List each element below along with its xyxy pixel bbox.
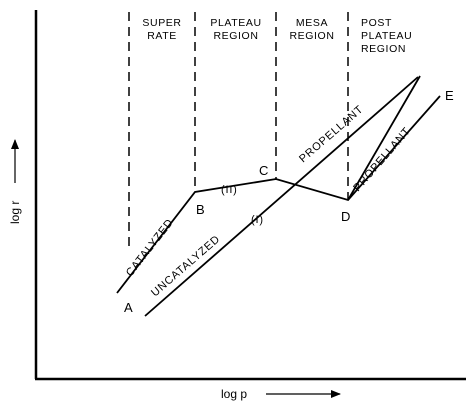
label-propellant-lower: PROPELLANT [351, 125, 413, 194]
curve-labels: CATALYZED UNCATALYZED PROPELLANT PROPELL… [124, 103, 413, 299]
label-segment-i: (I) [251, 214, 264, 226]
region-post-plateau-line3: REGION [361, 43, 406, 55]
y-axis-label: log r [8, 201, 22, 224]
x-axis-label: log p [221, 387, 247, 401]
point-e: E [445, 88, 454, 103]
region-labels: SUPER RATE PLATEAU REGION MESA REGION PO… [142, 17, 412, 55]
region-plateau-line1: PLATEAU [210, 17, 261, 29]
axes [34, 10, 466, 381]
point-a: A [124, 300, 133, 315]
region-super-rate-line1: SUPER [142, 17, 181, 29]
region-post-plateau-line2: PLATEAU [361, 30, 412, 42]
region-mesa-line2: REGION [289, 30, 334, 42]
uncatalyzed-propellant-curve [144, 76, 419, 317]
catalyzed-propellant-curve [116, 75, 421, 294]
post-plateau-propellant-curve [347, 95, 441, 201]
point-d: D [341, 209, 350, 224]
label-segment-ii: (II) [221, 184, 238, 196]
label-propellant-upper: PROPELLANT [297, 103, 366, 165]
point-labels: A B C D E [124, 88, 454, 315]
region-plateau-line2: REGION [213, 30, 258, 42]
label-catalyzed: CATALYZED [124, 217, 176, 279]
region-post-plateau-line1: POST [361, 17, 392, 29]
point-b: B [196, 202, 205, 217]
point-c: C [259, 163, 268, 178]
curves [116, 75, 441, 317]
axis-labels: log r log p [8, 139, 341, 401]
region-super-rate-line2: RATE [147, 30, 177, 42]
region-mesa-line1: MESA [296, 17, 328, 29]
region-dividers [128, 12, 349, 248]
